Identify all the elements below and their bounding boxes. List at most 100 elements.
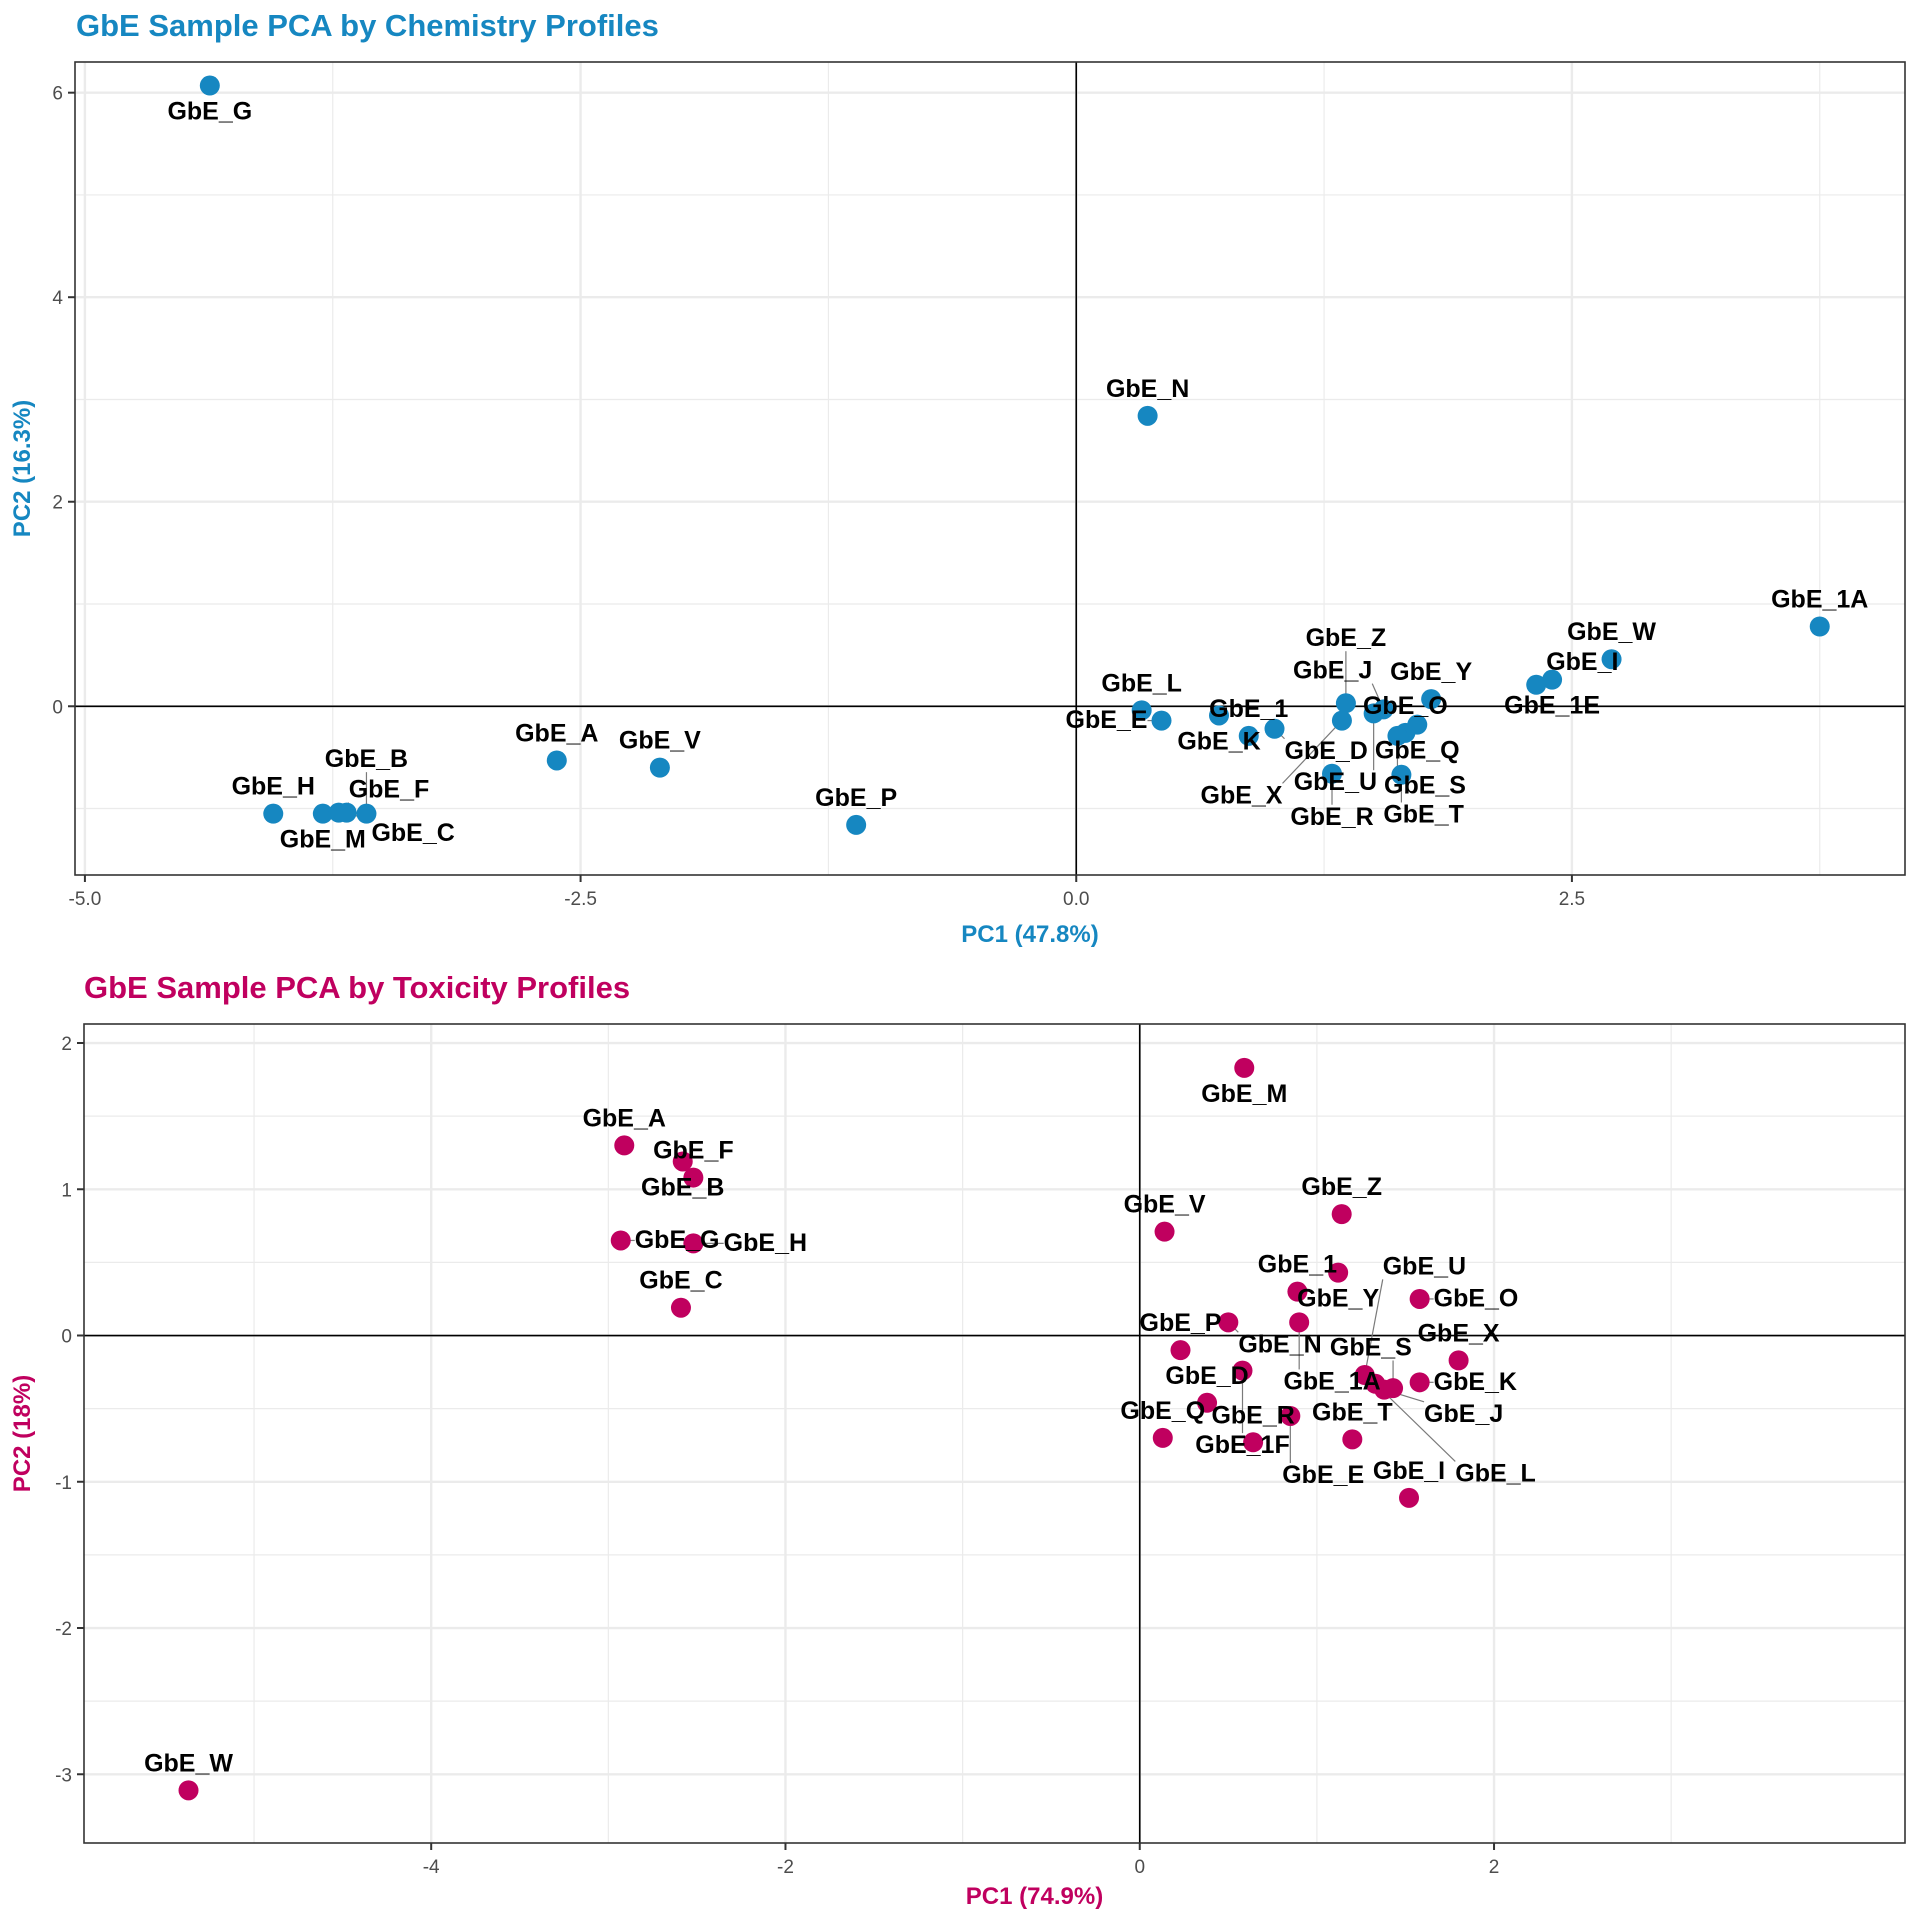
toxicity-point-label: GbE_R [1211, 1401, 1294, 1429]
chemistry-x-tick-label: -2.5 [564, 889, 597, 910]
toxicity-point-gbe-1f [1232, 1360, 1253, 1381]
toxicity-point-gbe-g [610, 1230, 631, 1251]
chemistry-point-label: GbE_L [1101, 669, 1182, 697]
toxicity-point-label: GbE_Q [1120, 1397, 1205, 1425]
toxicity-y-tick-label: -1 [55, 1473, 72, 1494]
toxicity-chart-title: GbE Sample PCA by Toxicity Profiles [84, 970, 631, 1005]
chemistry-point-label: GbE_O [1363, 692, 1448, 720]
toxicity-point-gbe-n [1218, 1312, 1239, 1333]
toxicity-point-label: GbE_1F [1195, 1431, 1289, 1459]
chemistry-point-gbe-n [1137, 405, 1158, 426]
chemistry-point-gbe-1a [1809, 616, 1830, 637]
toxicity-point-label: GbE_L [1455, 1459, 1536, 1487]
toxicity-point-label: GbE_A [583, 1104, 666, 1132]
toxicity-point-gbe-1 [1287, 1281, 1308, 1302]
toxicity-point-gbe-q [1152, 1427, 1173, 1448]
toxicity-y-tick-label: -2 [55, 1619, 72, 1640]
toxicity-panel-background [84, 1024, 1905, 1843]
chemistry-panel-background [75, 62, 1905, 875]
toxicity-point-label: GbE_D [1165, 1362, 1248, 1390]
chemistry-point-label: GbE_P [815, 784, 897, 812]
toxicity-point-label: GbE_S [1330, 1333, 1412, 1361]
chemistry-point-label: GbE_U [1294, 768, 1377, 796]
chemistry-point-gbe-p [846, 814, 867, 835]
chemistry-point-label: GbE_Z [1306, 624, 1387, 652]
toxicity-point-label: GbE_M [1201, 1080, 1287, 1108]
chemistry-point-label: GbE_Q [1375, 737, 1460, 765]
toxicity-point-label: GbE_J [1424, 1400, 1503, 1428]
toxicity-label-leader [1364, 1279, 1384, 1376]
toxicity-point-gbe-z [1331, 1204, 1352, 1225]
toxicity-y-tick-label: 2 [61, 1034, 72, 1055]
toxicity-point-label: GbE_K [1434, 1368, 1517, 1396]
chemistry-point-gbe-k [1208, 705, 1229, 726]
chemistry-point-label: GbE_N [1106, 375, 1189, 403]
toxicity-point-gbe-m [1234, 1057, 1255, 1078]
chemistry-point-label: GbE_D [1285, 737, 1368, 765]
chemistry-point-label: GbE_1 [1209, 695, 1288, 723]
chemistry-y-tick-label: 0 [52, 697, 63, 718]
chemistry-point-label: GbE_A [515, 719, 598, 747]
chemistry-point-label: GbE_T [1383, 800, 1464, 828]
chemistry-point-gbe-1e [1542, 669, 1563, 690]
toxicity-point-gbe-a [614, 1135, 635, 1156]
chemistry-point-label: GbE_F [349, 776, 430, 804]
chemistry-point-gbe-e [1151, 710, 1172, 731]
chemistry-y-axis-title: PC2 (16.3%) [9, 400, 36, 537]
chemistry-point-label: GbE_M [280, 826, 366, 854]
chemistry-y-tick-label: 4 [52, 288, 63, 309]
toxicity-point-gbe-p [1170, 1340, 1191, 1361]
toxicity-point-label: GbE_C [639, 1267, 722, 1295]
toxicity-point-label: GbE_E [1282, 1461, 1364, 1489]
toxicity-y-tick-label: 1 [61, 1180, 72, 1201]
toxicity-point-gbe-o [1409, 1288, 1430, 1309]
toxicity-point-label: GbE_N [1238, 1330, 1321, 1358]
toxicity-point-gbe-k [1409, 1372, 1430, 1393]
chemistry-point-gbe-r [1322, 763, 1343, 784]
chemistry-x-tick-label: 2.5 [1559, 889, 1585, 910]
chemistry-point-label: GbE_B [325, 745, 408, 773]
toxicity-y-tick-label: 0 [61, 1327, 72, 1348]
toxicity-point-label: GbE_G [635, 1226, 720, 1254]
chemistry-point-label: GbE_V [619, 727, 701, 755]
toxicity-point-label: GbE_W [144, 1749, 233, 1777]
toxicity-point-label: GbE_X [1418, 1319, 1500, 1347]
chemistry-x-axis-title: PC1 (47.8%) [961, 921, 1098, 948]
chemistry-point-label: GbE_J [1293, 657, 1372, 685]
chemistry-point-gbe-d [1264, 718, 1285, 739]
chemistry-point-gbe-s [1387, 725, 1408, 746]
toxicity-point-label: GbE_O [1434, 1284, 1519, 1312]
toxicity-point-label: GbE_Z [1301, 1173, 1382, 1201]
chemistry-panel-border [74, 61, 1906, 876]
chemistry-point-label: GbE_I [1546, 648, 1618, 676]
toxicity-x-tick-label: 0 [1134, 1857, 1145, 1878]
chemistry-point-label: GbE_H [232, 773, 315, 801]
toxicity-x-tick-label: -2 [777, 1857, 794, 1878]
chemistry-point-label: GbE_X [1201, 781, 1283, 809]
toxicity-point-gbe-e [1280, 1405, 1301, 1426]
chemistry-label-leader [1282, 720, 1343, 784]
toxicity-point-label: GbE_1A [1283, 1367, 1380, 1395]
toxicity-point-label: GbE_F [653, 1137, 734, 1165]
toxicity-x-tick-label: -4 [423, 1857, 440, 1878]
chemistry-x-tick-label: 0.0 [1063, 889, 1089, 910]
chemistry-point-gbe-c [336, 802, 357, 823]
chemistry-point-label: GbE_Y [1390, 658, 1472, 686]
chemistry-point-gbe-w [1601, 649, 1622, 670]
toxicity-point-gbe-x [1448, 1350, 1469, 1371]
chemistry-point-gbe-i [1526, 674, 1547, 695]
chemistry-point-gbe-z [1335, 693, 1356, 714]
chemistry-point-gbe-y [1421, 689, 1442, 710]
chemistry-point-gbe-u [1363, 703, 1384, 724]
toxicity-point-gbe-c [670, 1297, 691, 1318]
toxicity-point-label: GbE_Y [1297, 1285, 1379, 1313]
chemistry-point-label: GbE_K [1177, 727, 1260, 755]
chemistry-chart-title: GbE Sample PCA by Chemistry Profiles [76, 8, 659, 43]
toxicity-point-gbe-h [683, 1233, 704, 1254]
toxicity-point-gbe-y [1328, 1262, 1349, 1283]
toxicity-y-tick-label: -3 [55, 1765, 72, 1786]
toxicity-point-gbe-v [1154, 1221, 1175, 1242]
chemistry-point-gbe-v [649, 757, 670, 778]
chemistry-x-tick-label: -5.0 [69, 889, 102, 910]
